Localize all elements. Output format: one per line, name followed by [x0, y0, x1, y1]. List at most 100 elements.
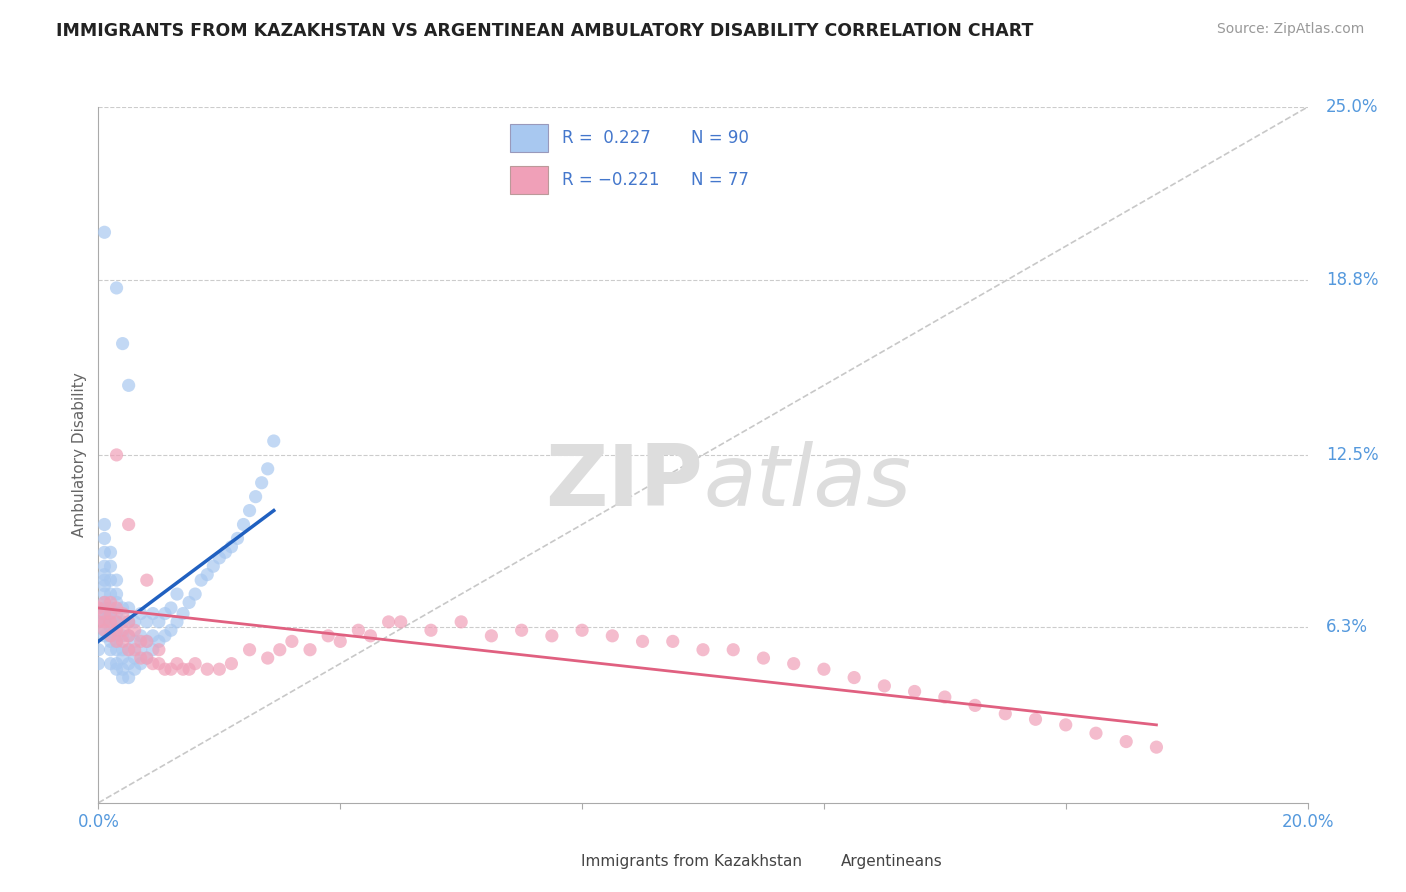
Point [105, 607, 128, 621]
Point [129, 651, 152, 665]
Point [93, 607, 115, 621]
Point [195, 662, 218, 676]
Point [124, 615, 146, 629]
Point [142, 607, 165, 621]
Point [160, 662, 183, 676]
Point [148, 634, 170, 648]
Text: N = 90: N = 90 [692, 129, 749, 147]
Point [721, 642, 744, 657]
Point [129, 634, 152, 648]
Point [661, 634, 683, 648]
Point [160, 601, 183, 615]
Point [166, 587, 188, 601]
Point [934, 690, 956, 704]
Point [105, 595, 128, 609]
Point [135, 651, 157, 665]
Point [184, 657, 207, 671]
Point [111, 662, 134, 676]
Point [994, 706, 1017, 721]
Point [118, 615, 141, 629]
Point [93, 615, 115, 629]
Point [118, 378, 141, 392]
Point [100, 595, 122, 609]
Point [124, 624, 146, 638]
Point [118, 671, 141, 685]
Point [177, 662, 201, 676]
Point [100, 607, 122, 621]
Point [100, 642, 122, 657]
Point [232, 517, 254, 532]
Point [782, 657, 804, 671]
Point [100, 559, 122, 574]
Point [111, 336, 134, 351]
Point [1024, 712, 1046, 726]
Point [692, 642, 714, 657]
Point [239, 503, 262, 517]
Point [111, 671, 134, 685]
Point [93, 615, 115, 629]
Point [118, 517, 141, 532]
Point [360, 629, 382, 643]
Point [93, 624, 115, 638]
Text: Source: ZipAtlas.com: Source: ZipAtlas.com [1216, 22, 1364, 37]
Point [87, 615, 110, 629]
Point [148, 642, 170, 657]
Point [148, 615, 170, 629]
Point [172, 607, 194, 621]
Point [873, 679, 896, 693]
Point [269, 642, 291, 657]
Point [118, 601, 141, 615]
Text: IMMIGRANTS FROM KAZAKHSTAN VS ARGENTINEAN AMBULATORY DISABILITY CORRELATION CHAR: IMMIGRANTS FROM KAZAKHSTAN VS ARGENTINEA… [56, 22, 1033, 40]
Point [239, 642, 262, 657]
Point [221, 540, 243, 554]
Y-axis label: Ambulatory Disability: Ambulatory Disability [72, 373, 87, 537]
Point [93, 595, 115, 609]
Point [571, 624, 593, 638]
Text: 18.8%: 18.8% [1326, 270, 1378, 289]
Point [124, 634, 146, 648]
Point [135, 634, 157, 648]
Point [281, 634, 304, 648]
Point [208, 662, 231, 676]
Point [100, 629, 122, 643]
Point [105, 615, 128, 629]
Point [105, 657, 128, 671]
Point [316, 629, 339, 643]
Point [172, 662, 194, 676]
Point [377, 615, 399, 629]
Point [93, 601, 115, 615]
Point [510, 624, 533, 638]
Point [105, 587, 128, 601]
Point [124, 642, 146, 657]
Point [100, 657, 122, 671]
Point [100, 629, 122, 643]
Point [166, 615, 188, 629]
Point [93, 624, 115, 638]
Point [389, 615, 412, 629]
Point [602, 629, 624, 643]
Point [111, 651, 134, 665]
Point [844, 671, 866, 685]
Point [208, 550, 231, 565]
Point [129, 642, 152, 657]
Point [118, 629, 141, 643]
Point [250, 475, 273, 490]
Point [142, 657, 165, 671]
Point [153, 607, 176, 621]
Point [752, 651, 775, 665]
Point [105, 624, 128, 638]
Point [100, 573, 122, 587]
Bar [510, 124, 548, 153]
Point [93, 587, 115, 601]
Point [1085, 726, 1108, 740]
Point [263, 434, 285, 448]
Text: Immigrants from Kazakhstan: Immigrants from Kazakhstan [581, 855, 801, 869]
Text: atlas: atlas [703, 442, 911, 524]
Point [221, 657, 243, 671]
Point [100, 634, 122, 648]
Point [347, 624, 370, 638]
Point [245, 490, 267, 504]
Point [135, 615, 157, 629]
Point [93, 629, 115, 643]
Text: 12.5%: 12.5% [1326, 446, 1378, 464]
